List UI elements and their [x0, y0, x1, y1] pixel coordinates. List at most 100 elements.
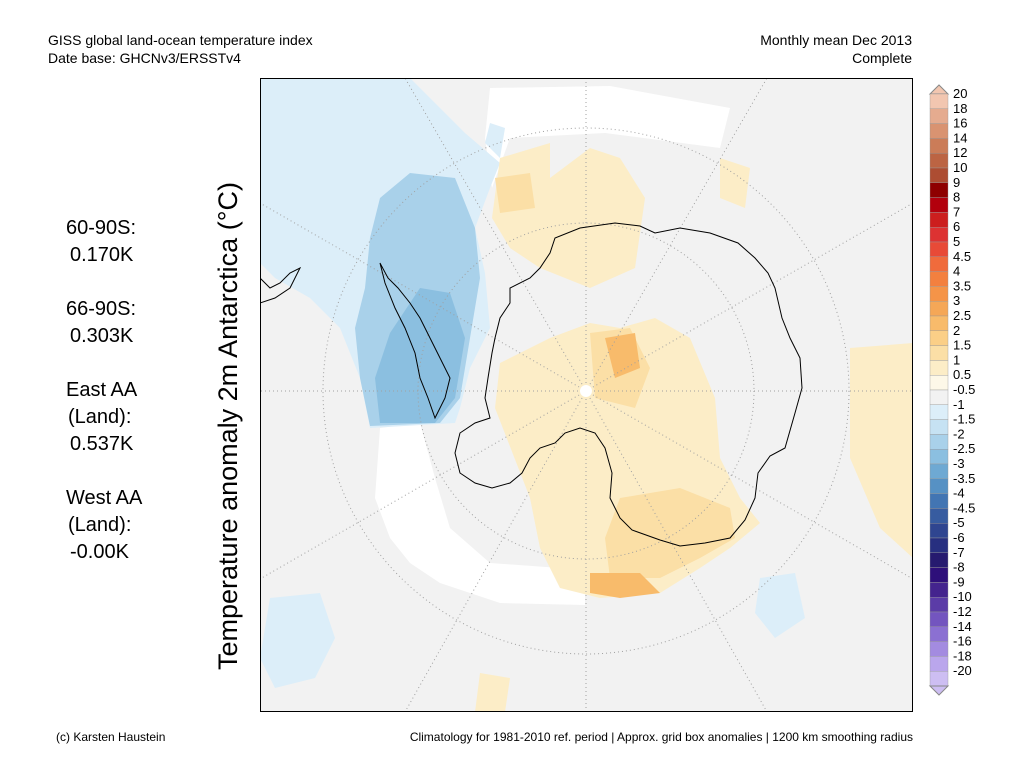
stat-66-90s: 66-90S: 0.303K	[66, 296, 136, 350]
stat-label: 60-90S:	[66, 217, 137, 239]
colorbar-tick-label: -1.5	[953, 412, 975, 427]
colorbar-swatch	[929, 419, 949, 435]
colorbar-swatch	[929, 167, 949, 184]
map-header-right: Monthly mean Dec 2013 Complete	[760, 31, 912, 67]
colorbar-tick-label: -3.5	[953, 471, 975, 486]
colorbar-tick-label: 5	[953, 234, 960, 249]
map-subtitle: Date base: GHCNv3/ERSSTv4	[48, 50, 241, 66]
colorbar-swatch	[929, 300, 949, 317]
colorbar-swatch	[929, 449, 949, 465]
colorbar-swatch	[929, 537, 949, 554]
colorbar: 201816141210987654.543.532.521.510.5-0.5…	[928, 84, 975, 696]
colorbar-swatch	[929, 138, 949, 154]
credit-text: (c) Karsten Haustein	[56, 730, 166, 744]
stat-label: (Land):	[68, 514, 132, 536]
stat-label: 66-90S:	[66, 298, 137, 320]
colorbar-tick-label: -6	[953, 530, 965, 545]
stat-value: 0.537K	[70, 433, 134, 455]
colorbar-swatch	[929, 241, 949, 258]
colorbar-min-arrow	[928, 685, 950, 696]
colorbar-tick-label: -18	[953, 648, 972, 663]
colorbar-tick-label: -3	[953, 456, 965, 471]
colorbar-tick-label: 1.5	[953, 338, 971, 353]
colorbar-swatch	[929, 330, 949, 346]
south-pole-marker	[580, 385, 592, 397]
stat-east-aa: East AA (Land): 0.537K	[66, 377, 137, 458]
colorbar-swatch	[929, 508, 949, 524]
colorbar-swatch	[929, 197, 949, 213]
colorbar-swatch	[929, 552, 949, 568]
colorbar-swatch	[929, 93, 949, 110]
colorbar-tick-label: 2.5	[953, 308, 971, 323]
colorbar-tick-label: 3.5	[953, 278, 971, 293]
colorbar-tick-label: 7	[953, 204, 960, 219]
colorbar-tick-label: 2	[953, 323, 960, 338]
colorbar-swatch	[929, 256, 949, 272]
colorbar-labels: 201816141210987654.543.532.521.510.5-0.5…	[953, 86, 975, 678]
colorbar-swatch	[929, 611, 949, 628]
colorbar-swatch	[929, 567, 949, 583]
footnote-text: Climatology for 1981-2010 ref. period | …	[409, 730, 913, 744]
colorbar-swatch	[929, 123, 949, 139]
colorbar-swatch	[929, 315, 949, 332]
stat-label: East AA	[66, 379, 138, 401]
colorbar-swatch	[929, 345, 949, 361]
colorbar-swatch	[929, 212, 949, 228]
colorbar-max-arrow	[928, 84, 950, 95]
colorbar-swatch	[929, 523, 949, 539]
stat-value: 0.303K	[70, 325, 134, 347]
antarctica-anomaly-map	[260, 78, 913, 712]
colorbar-swatches	[928, 84, 950, 696]
colorbar-tick-label: -1	[953, 397, 965, 412]
colorbar-tick-label: 9	[953, 175, 960, 190]
map-title: GISS global land-ocean temperature index	[48, 32, 313, 48]
colorbar-tick-label: 4	[953, 264, 960, 279]
colorbar-swatch	[929, 493, 949, 509]
colorbar-swatch	[929, 641, 949, 657]
colorbar-swatch	[929, 463, 949, 480]
vertical-axis-label: Temperature anomaly 2m Antarctica (°C)	[213, 182, 243, 670]
colorbar-tick-label: -0.5	[953, 382, 975, 397]
colorbar-tick-label: 18	[953, 101, 967, 116]
colorbar-tick-label: -5	[953, 515, 965, 530]
missing-data-areas	[375, 86, 730, 605]
colorbar-tick-label: -16	[953, 634, 972, 649]
colorbar-tick-label: 1	[953, 352, 960, 367]
map-frame	[260, 78, 913, 712]
colorbar-swatch	[929, 478, 949, 494]
colorbar-swatch	[929, 152, 949, 169]
colorbar-swatch	[929, 360, 949, 376]
colorbar-swatch	[929, 582, 949, 598]
colorbar-tick-label: -4.5	[953, 500, 975, 515]
stat-label: West AA	[66, 487, 143, 509]
antarctic-peninsula	[379, 262, 451, 420]
stat-west-aa: West AA (Land): -0.00K	[66, 485, 142, 566]
colorbar-swatch	[929, 375, 949, 391]
colorbar-tick-label: 20	[953, 86, 967, 101]
south-america-tip	[260, 266, 302, 304]
colorbar-tick-label: 8	[953, 190, 960, 205]
warm-anomaly-areas	[475, 143, 913, 712]
colorbar-tick-label: 3	[953, 293, 960, 308]
map-header-left: GISS global land-ocean temperature index…	[48, 31, 313, 67]
antarctica-coastline	[454, 222, 803, 547]
colorbar-swatch	[929, 656, 949, 672]
colorbar-tick-label: -8	[953, 560, 965, 575]
colorbar-tick-label: -4	[953, 486, 965, 501]
colorbar-swatch	[929, 434, 949, 450]
stat-value: 0.170K	[70, 244, 134, 266]
colorbar-tick-label: 12	[953, 145, 967, 160]
colorbar-tick-label: -10	[953, 589, 972, 604]
colorbar-tick-label: -20	[953, 663, 972, 678]
stat-value: -0.00K	[70, 541, 129, 563]
colorbar-tick-label: -2.5	[953, 441, 975, 456]
colorbar-tick-label: -9	[953, 574, 965, 589]
colorbar-swatch	[929, 404, 949, 420]
colorbar-tick-label: -7	[953, 545, 965, 560]
colorbar-tick-label: 0.5	[953, 367, 971, 382]
colorbar-swatch	[929, 286, 949, 302]
colorbar-tick-label: 16	[953, 116, 967, 131]
colorbar-tick-label: -2	[953, 426, 965, 441]
colorbar-tick-label: 6	[953, 219, 960, 234]
cold-anomaly-areas	[260, 78, 805, 688]
